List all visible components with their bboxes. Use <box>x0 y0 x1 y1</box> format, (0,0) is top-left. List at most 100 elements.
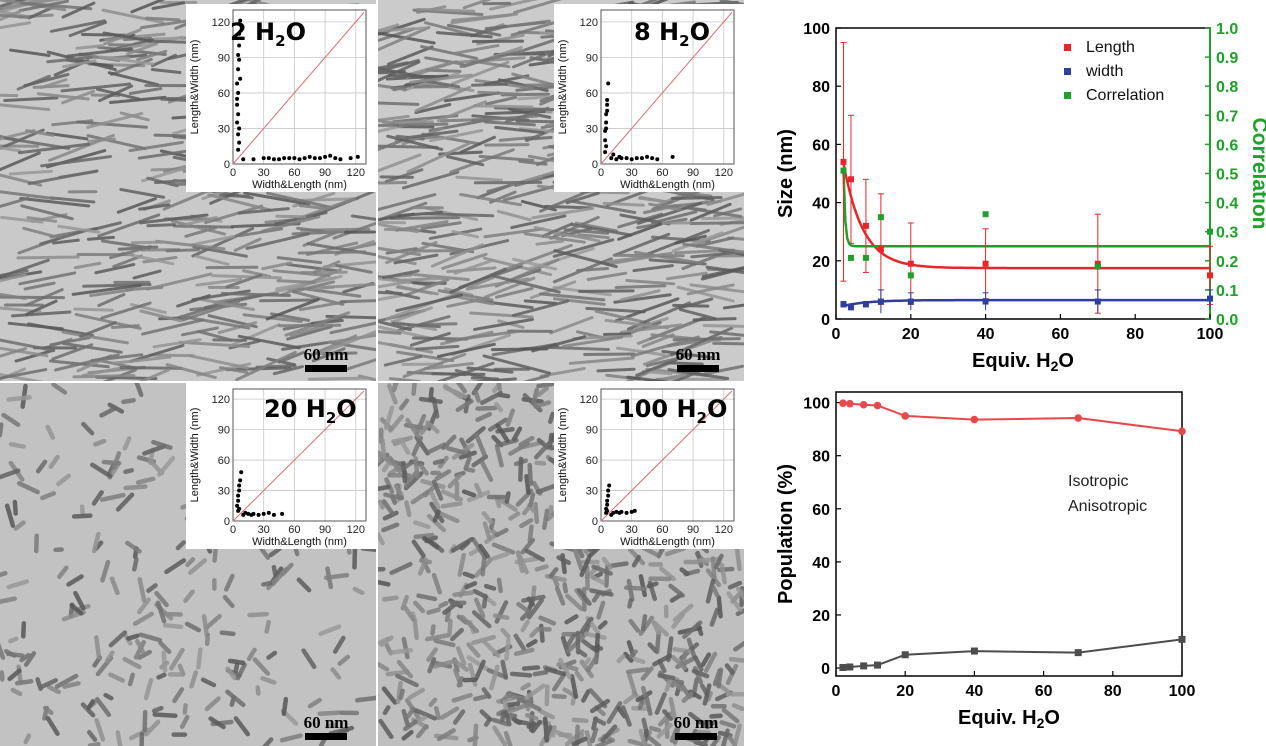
y-tick-label: 120 <box>580 17 598 29</box>
width-point <box>246 511 251 516</box>
width-point <box>243 510 248 515</box>
diagonal-line <box>232 390 365 522</box>
width-point <box>277 157 282 162</box>
width-point <box>297 157 302 162</box>
diagonal-line <box>232 12 365 165</box>
width-point <box>982 298 989 305</box>
width-point <box>307 154 312 159</box>
width-point <box>629 157 634 162</box>
anisotropic-point <box>874 661 882 669</box>
y-tick-label: 60 <box>586 455 598 467</box>
x-axis-label: Equiv. H2O <box>958 707 1060 731</box>
correlation-point <box>847 254 854 261</box>
width-point <box>266 510 271 515</box>
scale-bar: 60 nm <box>666 713 726 740</box>
width-point <box>877 298 884 305</box>
width-point <box>634 156 639 161</box>
width-point <box>271 157 276 162</box>
length-point <box>236 508 241 513</box>
width-point <box>261 156 266 161</box>
width-fit-curve <box>843 298 1210 308</box>
length-point <box>604 120 609 125</box>
x-axis-label: Width&Length (nm) <box>620 536 715 548</box>
length-point <box>604 126 609 131</box>
anisotropic-point <box>1074 649 1082 657</box>
y-tick-label: 100 <box>803 21 830 38</box>
y-tick-label: 90 <box>586 52 598 64</box>
correlation-point <box>1094 263 1101 270</box>
legend-marker-length <box>1064 44 1071 51</box>
x-tick-label: 40 <box>966 683 984 700</box>
length-point <box>862 222 869 229</box>
x-tick-label: 40 <box>977 326 995 343</box>
isotropic-point <box>846 399 854 408</box>
length-point <box>237 43 242 48</box>
length-point <box>235 503 240 508</box>
y-axis-label: Size (nm) <box>775 129 797 218</box>
y-tick-label: 60 <box>218 455 230 467</box>
scale-label: 60 nm <box>303 713 349 732</box>
width-point <box>338 157 343 162</box>
y-tick-label: 120 <box>212 17 230 29</box>
isotropic-point <box>859 400 868 409</box>
y-tick-label: 20 <box>812 254 830 271</box>
y-tick-label: 40 <box>812 555 830 572</box>
length-point <box>840 158 847 165</box>
x-tick-label: 90 <box>687 167 699 179</box>
tem-panel-20h2o: 0 0 30 30 60 60 90 90 120 120 Width&Length (nm) Len… <box>0 383 376 746</box>
width-point <box>847 304 854 311</box>
width-point <box>241 157 246 162</box>
y-tick-label: 60 <box>218 88 230 100</box>
length-point <box>907 260 914 267</box>
y-tick-label: 80 <box>812 79 830 96</box>
x-tick-label: 30 <box>258 524 270 536</box>
inset-scatter-8h2o: 0 0 30 30 60 60 90 90 120 120 Width&Length (nm) Len… <box>554 4 744 192</box>
annotation-isotropic: Isotropic <box>1068 473 1128 490</box>
anisotropic-point <box>846 663 854 671</box>
correlation-point <box>840 167 847 174</box>
population-chart: 0 20 40 60 80 100 0 20 40 60 80 100 Equiv. H2O Popula… <box>775 391 1195 731</box>
isotropic-point <box>873 401 882 410</box>
y-tick-label: 0 <box>592 516 598 528</box>
width-point <box>282 156 287 161</box>
width-point <box>1207 295 1213 302</box>
width-point <box>292 156 297 161</box>
length-point <box>238 76 243 81</box>
width-point <box>670 154 675 159</box>
scale-label: 60 nm <box>675 345 721 364</box>
y-tick-label: 80 <box>812 449 830 466</box>
y-tick-label: 20 <box>812 608 830 625</box>
x-tick-label: 0 <box>832 683 841 700</box>
width-point <box>256 512 261 517</box>
length-point <box>604 510 609 515</box>
x-tick-label: 120 <box>715 524 733 536</box>
x-tick-label: 60 <box>1035 683 1053 700</box>
x-tick-label: 20 <box>902 326 920 343</box>
correlation-point <box>877 214 884 221</box>
width-point <box>317 156 322 161</box>
x-tick-label: 60 <box>288 167 300 179</box>
y2-tick-label: 0.5 <box>1216 167 1238 184</box>
y2-tick-label: 0.2 <box>1216 254 1238 271</box>
length-point <box>604 112 609 117</box>
inset-title: 2 H2O <box>230 18 306 50</box>
width-point <box>251 511 256 516</box>
length-point <box>236 90 241 95</box>
length-point <box>235 81 240 86</box>
length-point <box>237 488 242 493</box>
y-tick-label: 90 <box>218 425 230 437</box>
length-point <box>236 53 241 58</box>
y-axis-label: Length&Width (nm) <box>557 408 569 503</box>
length-point <box>603 138 608 143</box>
y-tick-label: 60 <box>812 502 830 519</box>
scale-bar: 60 nm <box>296 713 356 740</box>
x-axis-label: Equiv. H2O <box>972 350 1074 374</box>
anisotropic-point <box>970 647 978 655</box>
width-point <box>261 511 266 516</box>
length-point <box>236 493 241 498</box>
width-point <box>907 298 914 305</box>
length-point <box>877 246 884 253</box>
width-point <box>862 301 869 308</box>
length-point <box>982 260 989 267</box>
length-point <box>236 67 241 72</box>
